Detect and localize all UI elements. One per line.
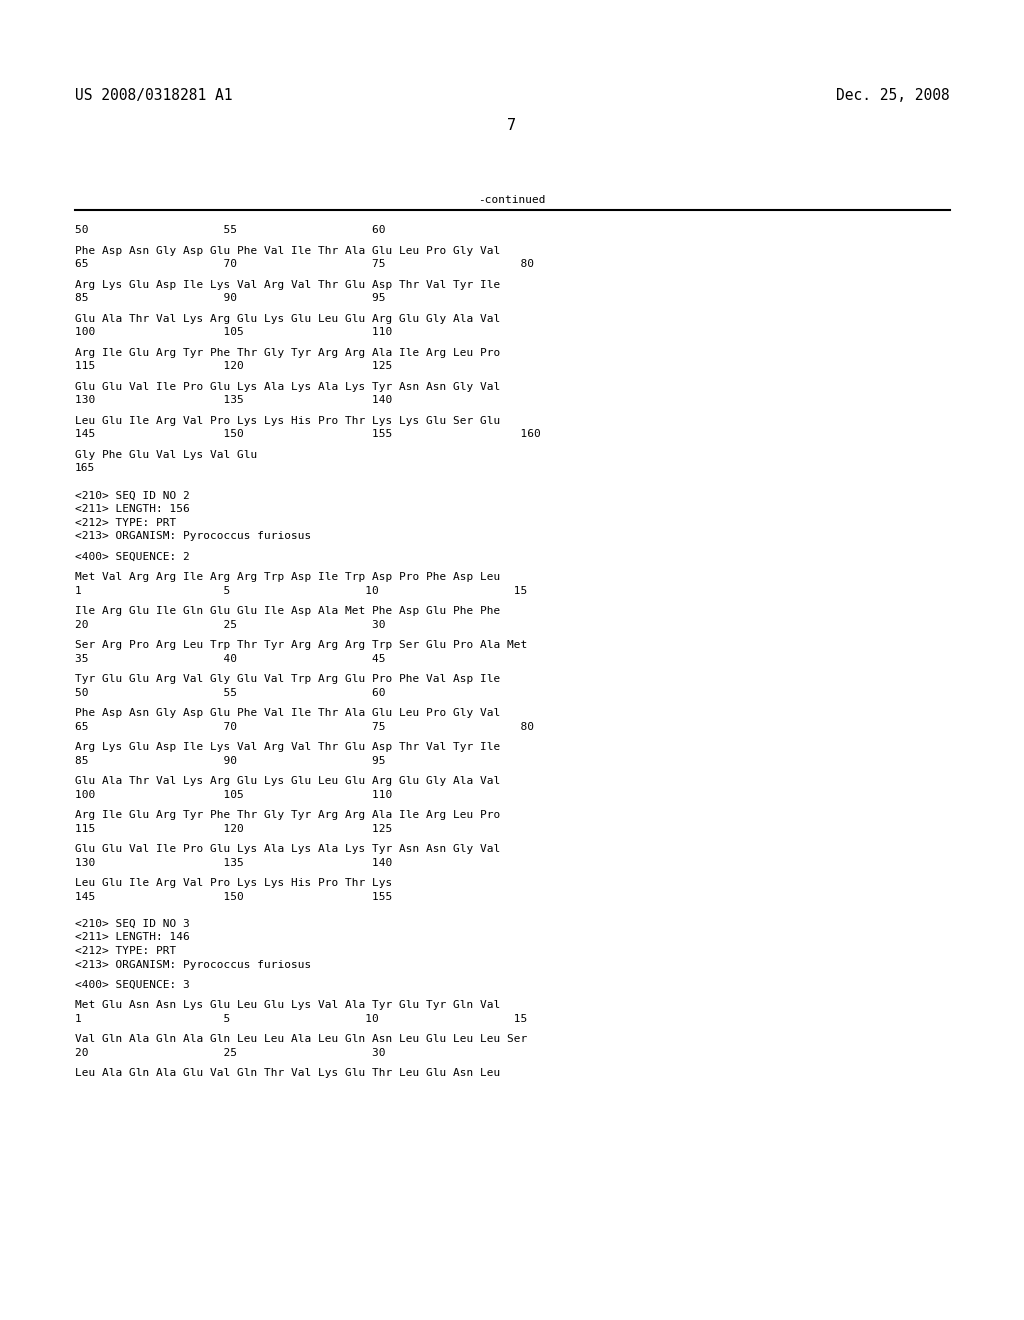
Text: 85                    90                    95: 85 90 95 [75, 755, 385, 766]
Text: 7: 7 [508, 117, 516, 133]
Text: 130                   135                   140: 130 135 140 [75, 395, 392, 405]
Text: Arg Lys Glu Asp Ile Lys Val Arg Val Thr Glu Asp Thr Val Tyr Ile: Arg Lys Glu Asp Ile Lys Val Arg Val Thr … [75, 280, 501, 289]
Text: <211> LENGTH: 146: <211> LENGTH: 146 [75, 932, 189, 942]
Text: Met Val Arg Arg Ile Arg Arg Trp Asp Ile Trp Asp Pro Phe Asp Leu: Met Val Arg Arg Ile Arg Arg Trp Asp Ile … [75, 572, 501, 582]
Text: Met Glu Asn Asn Lys Glu Leu Glu Lys Val Ala Tyr Glu Tyr Gln Val: Met Glu Asn Asn Lys Glu Leu Glu Lys Val … [75, 1001, 501, 1011]
Text: 20                    25                    30: 20 25 30 [75, 619, 385, 630]
Text: 20                    25                    30: 20 25 30 [75, 1048, 385, 1059]
Text: 115                   120                   125: 115 120 125 [75, 824, 392, 833]
Text: Arg Ile Glu Arg Tyr Phe Thr Gly Tyr Arg Arg Ala Ile Arg Leu Pro: Arg Ile Glu Arg Tyr Phe Thr Gly Tyr Arg … [75, 810, 501, 820]
Text: US 2008/0318281 A1: US 2008/0318281 A1 [75, 88, 232, 103]
Text: Glu Glu Val Ile Pro Glu Lys Ala Lys Ala Lys Tyr Asn Asn Gly Val: Glu Glu Val Ile Pro Glu Lys Ala Lys Ala … [75, 381, 501, 392]
Text: <212> TYPE: PRT: <212> TYPE: PRT [75, 946, 176, 956]
Text: Glu Ala Thr Val Lys Arg Glu Lys Glu Leu Glu Arg Glu Gly Ala Val: Glu Ala Thr Val Lys Arg Glu Lys Glu Leu … [75, 776, 501, 785]
Text: Phe Asp Asn Gly Asp Glu Phe Val Ile Thr Ala Glu Leu Pro Gly Val: Phe Asp Asn Gly Asp Glu Phe Val Ile Thr … [75, 708, 501, 718]
Text: <400> SEQUENCE: 3: <400> SEQUENCE: 3 [75, 979, 189, 990]
Text: 145                   150                   155                   160: 145 150 155 160 [75, 429, 541, 440]
Text: Arg Lys Glu Asp Ile Lys Val Arg Val Thr Glu Asp Thr Val Tyr Ile: Arg Lys Glu Asp Ile Lys Val Arg Val Thr … [75, 742, 501, 752]
Text: 1                     5                    10                    15: 1 5 10 15 [75, 586, 527, 595]
Text: Glu Ala Thr Val Lys Arg Glu Lys Glu Leu Glu Arg Glu Gly Ala Val: Glu Ala Thr Val Lys Arg Glu Lys Glu Leu … [75, 314, 501, 323]
Text: 1                     5                    10                    15: 1 5 10 15 [75, 1014, 527, 1024]
Text: 115                   120                   125: 115 120 125 [75, 360, 392, 371]
Text: 85                    90                    95: 85 90 95 [75, 293, 385, 304]
Text: <213> ORGANISM: Pyrococcus furiosus: <213> ORGANISM: Pyrococcus furiosus [75, 960, 311, 969]
Text: Ser Arg Pro Arg Leu Trp Thr Tyr Arg Arg Arg Trp Ser Glu Pro Ala Met: Ser Arg Pro Arg Leu Trp Thr Tyr Arg Arg … [75, 640, 527, 649]
Text: Leu Glu Ile Arg Val Pro Lys Lys His Pro Thr Lys Lys Glu Ser Glu: Leu Glu Ile Arg Val Pro Lys Lys His Pro … [75, 416, 501, 425]
Text: 165: 165 [75, 463, 95, 473]
Text: Gly Phe Glu Val Lys Val Glu: Gly Phe Glu Val Lys Val Glu [75, 450, 257, 459]
Text: Tyr Glu Glu Arg Val Gly Glu Val Trp Arg Glu Pro Phe Val Asp Ile: Tyr Glu Glu Arg Val Gly Glu Val Trp Arg … [75, 675, 501, 684]
Text: 65                    70                    75                    80: 65 70 75 80 [75, 722, 534, 731]
Text: 35                    40                    45: 35 40 45 [75, 653, 385, 664]
Text: <211> LENGTH: 156: <211> LENGTH: 156 [75, 504, 189, 513]
Text: 145                   150                   155: 145 150 155 [75, 891, 392, 902]
Text: Ile Arg Glu Ile Gln Glu Glu Ile Asp Ala Met Phe Asp Glu Phe Phe: Ile Arg Glu Ile Gln Glu Glu Ile Asp Ala … [75, 606, 501, 616]
Text: Glu Glu Val Ile Pro Glu Lys Ala Lys Ala Lys Tyr Asn Asn Gly Val: Glu Glu Val Ile Pro Glu Lys Ala Lys Ala … [75, 843, 501, 854]
Text: Arg Ile Glu Arg Tyr Phe Thr Gly Tyr Arg Arg Ala Ile Arg Leu Pro: Arg Ile Glu Arg Tyr Phe Thr Gly Tyr Arg … [75, 347, 501, 358]
Text: Dec. 25, 2008: Dec. 25, 2008 [837, 88, 950, 103]
Text: Phe Asp Asn Gly Asp Glu Phe Val Ile Thr Ala Glu Leu Pro Gly Val: Phe Asp Asn Gly Asp Glu Phe Val Ile Thr … [75, 246, 501, 256]
Text: <210> SEQ ID NO 2: <210> SEQ ID NO 2 [75, 491, 189, 500]
Text: <210> SEQ ID NO 3: <210> SEQ ID NO 3 [75, 919, 189, 929]
Text: <212> TYPE: PRT: <212> TYPE: PRT [75, 517, 176, 528]
Text: 50                    55                    60: 50 55 60 [75, 224, 385, 235]
Text: 100                   105                   110: 100 105 110 [75, 327, 392, 337]
Text: 65                    70                    75                    80: 65 70 75 80 [75, 259, 534, 269]
Text: <400> SEQUENCE: 2: <400> SEQUENCE: 2 [75, 552, 189, 561]
Text: 100                   105                   110: 100 105 110 [75, 789, 392, 800]
Text: <213> ORGANISM: Pyrococcus furiosus: <213> ORGANISM: Pyrococcus furiosus [75, 531, 311, 541]
Text: 130                   135                   140: 130 135 140 [75, 858, 392, 867]
Text: -continued: -continued [478, 195, 546, 205]
Text: Leu Ala Gln Ala Glu Val Gln Thr Val Lys Glu Thr Leu Glu Asn Leu: Leu Ala Gln Ala Glu Val Gln Thr Val Lys … [75, 1068, 501, 1078]
Text: Val Gln Ala Gln Ala Gln Leu Leu Ala Leu Gln Asn Leu Glu Leu Leu Ser: Val Gln Ala Gln Ala Gln Leu Leu Ala Leu … [75, 1035, 527, 1044]
Text: Leu Glu Ile Arg Val Pro Lys Lys His Pro Thr Lys: Leu Glu Ile Arg Val Pro Lys Lys His Pro … [75, 878, 392, 888]
Text: 50                    55                    60: 50 55 60 [75, 688, 385, 697]
